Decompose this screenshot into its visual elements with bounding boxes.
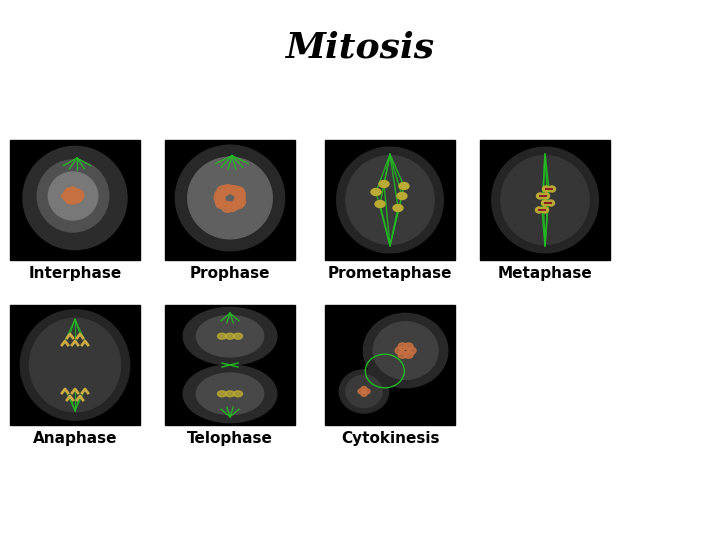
Ellipse shape [397,192,407,199]
Ellipse shape [215,191,226,198]
Ellipse shape [346,156,434,245]
Text: Mitosis: Mitosis [285,30,435,64]
Ellipse shape [227,202,238,212]
Ellipse shape [217,333,227,339]
Ellipse shape [64,189,72,199]
Ellipse shape [373,322,438,380]
Ellipse shape [233,333,243,339]
Ellipse shape [404,351,413,358]
Ellipse shape [216,201,230,208]
Ellipse shape [48,172,98,220]
Ellipse shape [23,146,127,249]
Ellipse shape [358,389,364,394]
Ellipse shape [71,197,81,203]
Ellipse shape [176,145,284,251]
Ellipse shape [72,190,84,198]
Ellipse shape [197,373,264,415]
Bar [325,305,455,425]
Ellipse shape [197,315,264,357]
Ellipse shape [73,191,84,201]
Ellipse shape [183,365,276,423]
Text: Cytokinesis: Cytokinesis [341,431,439,446]
Ellipse shape [65,188,76,197]
Ellipse shape [371,188,381,195]
Ellipse shape [337,147,444,253]
Text: Interphase: Interphase [28,266,122,281]
Ellipse shape [541,207,549,213]
Ellipse shape [188,157,272,239]
Text: Anaphase: Anaphase [32,431,117,446]
Ellipse shape [542,193,549,199]
Ellipse shape [492,147,598,253]
Ellipse shape [399,183,409,190]
Ellipse shape [407,347,416,354]
Ellipse shape [364,389,370,394]
Text: Telophase: Telophase [187,431,273,446]
Ellipse shape [225,333,235,339]
Bar [10,140,140,260]
Ellipse shape [361,387,367,392]
Ellipse shape [536,193,544,199]
Text: Prophase: Prophase [190,266,270,281]
Ellipse shape [222,185,233,194]
Ellipse shape [68,197,78,204]
Ellipse shape [542,186,549,192]
Ellipse shape [379,180,389,187]
Ellipse shape [536,207,542,213]
Ellipse shape [20,310,130,420]
Ellipse shape [69,187,77,197]
Ellipse shape [398,351,407,358]
Ellipse shape [63,195,73,201]
Ellipse shape [229,201,244,209]
Ellipse shape [217,391,227,397]
Ellipse shape [30,318,120,412]
Text: Prometaphase: Prometaphase [328,266,452,281]
Ellipse shape [361,392,367,396]
Ellipse shape [61,193,73,199]
Ellipse shape [541,200,549,206]
Ellipse shape [364,313,448,388]
Ellipse shape [225,391,235,397]
Ellipse shape [233,391,243,397]
Ellipse shape [215,198,225,206]
Ellipse shape [217,186,230,196]
Ellipse shape [398,343,407,350]
Ellipse shape [395,347,404,354]
Ellipse shape [404,343,413,350]
Ellipse shape [37,160,109,232]
Bar [10,305,140,425]
Ellipse shape [229,186,244,195]
Ellipse shape [226,185,238,193]
Ellipse shape [393,205,403,212]
Ellipse shape [73,194,83,202]
Ellipse shape [547,200,554,206]
Ellipse shape [235,193,246,203]
Ellipse shape [214,193,225,204]
Ellipse shape [234,189,246,199]
Text: Metaphase: Metaphase [498,266,593,281]
Ellipse shape [375,200,385,207]
Ellipse shape [549,186,556,192]
Ellipse shape [346,375,382,408]
Ellipse shape [66,196,75,204]
Bar [325,140,455,260]
Bar [165,305,295,425]
Bar [480,140,610,260]
Ellipse shape [183,307,276,365]
Ellipse shape [221,201,234,212]
Ellipse shape [233,197,246,207]
Ellipse shape [501,156,589,245]
Ellipse shape [71,189,80,195]
Ellipse shape [339,370,389,413]
Bar [165,140,295,260]
